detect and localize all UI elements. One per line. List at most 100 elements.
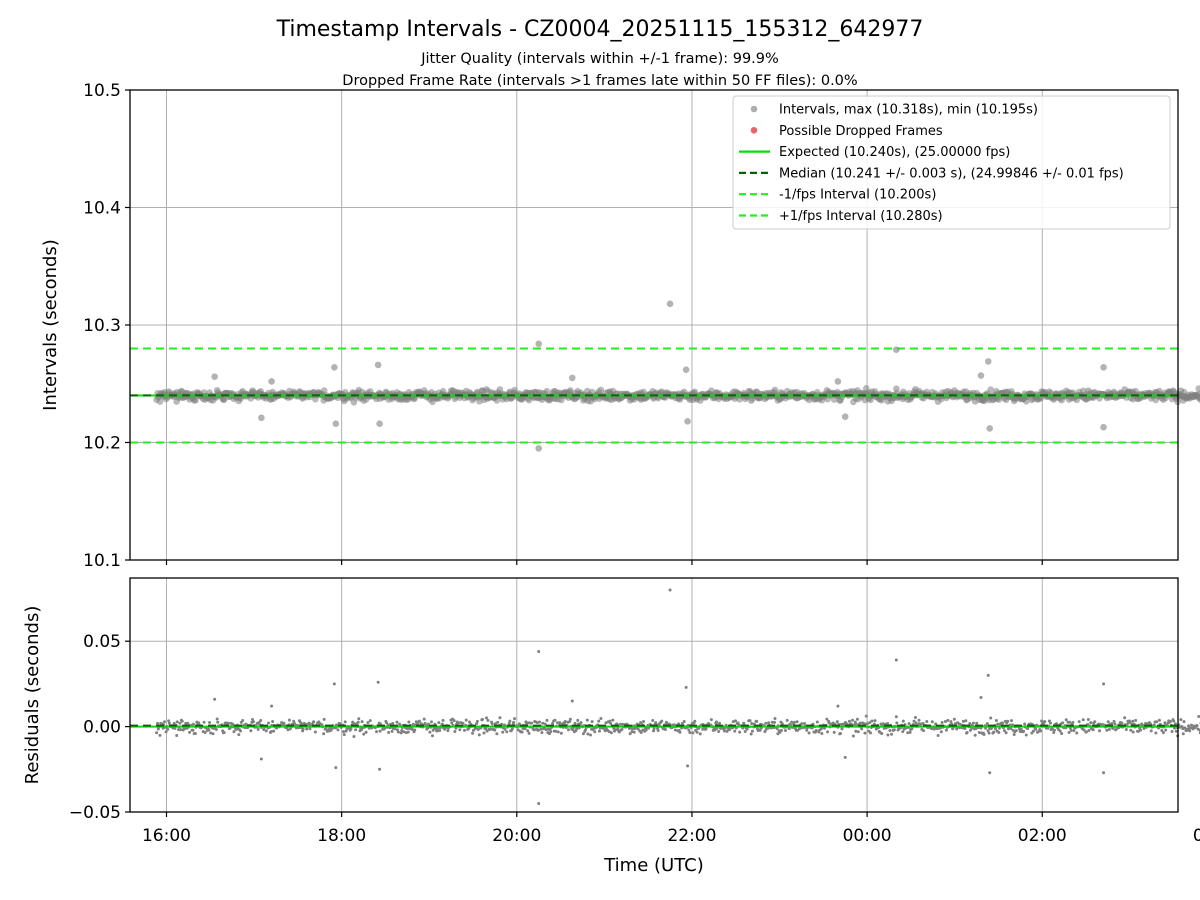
interval-outlier-point [568,374,576,382]
residual-point [523,727,527,731]
residual-point [282,721,286,725]
residual-point [709,718,713,722]
residual-point [1120,721,1124,725]
residual-point [1113,722,1117,726]
residual-point [437,721,441,725]
residual-point [508,719,512,723]
residual-point [545,718,549,722]
residual-point [1105,728,1109,732]
residual-point [597,729,601,733]
residual-point [1197,715,1200,719]
residual-point [571,728,575,732]
residual-point [764,721,768,725]
residual-point [982,732,986,736]
residual-point [854,729,858,733]
residual-point [573,721,577,725]
residual-point [475,719,479,723]
top-y-tick-label: 10.4 [83,199,121,219]
residual-point [748,719,752,723]
residual-point [922,729,926,733]
residual-point [156,721,160,725]
residual-point [868,721,872,725]
residual-outlier-point [378,767,382,771]
residual-point [231,722,235,726]
residual-point [175,720,179,724]
legend-box [732,95,1171,230]
residual-point [313,730,317,734]
interval-point [597,386,605,394]
residual-point [750,729,754,733]
residual-point [1034,727,1038,731]
residual-point [480,717,484,721]
residual-point [1195,724,1199,728]
residual-point [503,727,507,731]
residual-point [176,728,180,732]
residual-point [943,720,947,724]
residual-point [191,722,195,726]
residual-point [549,730,553,734]
residual-point [787,727,791,731]
residual-point [551,721,555,725]
residual-point [1087,728,1091,732]
residual-point [1048,721,1052,725]
residual-point [450,721,454,725]
residual-point [402,730,406,734]
residual-point [575,727,579,731]
residual-point [568,720,572,724]
residual-point [252,720,256,724]
residual-point [620,727,624,731]
residual-point [1086,718,1090,722]
residual-point [695,730,699,734]
residual-point [986,729,990,733]
residual-point [434,727,438,731]
residual-point [715,726,719,730]
interval-point [862,385,870,392]
residual-point [1111,727,1115,731]
residual-point [488,727,492,731]
residual-point [698,732,702,736]
residual-point [1012,733,1016,737]
residual-point [619,722,623,726]
residual-outlier-point [332,682,336,686]
residual-point [431,728,435,732]
top-y-tick-label: 10.2 [83,434,121,454]
residual-point [462,728,466,732]
residual-point [673,728,677,732]
residual-point [738,730,742,734]
residual-point [847,719,851,723]
interval-outlier-point [892,346,900,353]
residual-point [501,730,505,734]
residual-point [975,721,979,725]
residual-point [894,715,898,719]
residual-point [364,730,368,734]
residual-point [1081,718,1085,722]
residual-point [237,733,241,737]
residual-point [1036,730,1040,734]
residual-point [249,729,253,733]
residual-point [860,727,864,731]
residual-point [1173,722,1177,726]
residual-point [839,732,843,736]
residual-point [973,733,977,737]
residual-point [892,728,896,732]
residual-point [385,721,389,725]
residual-point [1107,727,1111,731]
interval-outlier-point [986,425,994,432]
residual-point [1123,716,1127,720]
residual-point [232,730,236,734]
residual-point [608,719,612,723]
residual-outlier-point [979,696,983,700]
residual-point [271,720,275,724]
residual-point [800,722,804,726]
residual-point [209,731,213,735]
residual-point [949,720,953,724]
residual-point [840,727,844,731]
residual-point [914,721,918,725]
residual-point [863,731,867,735]
residual-point [1023,722,1027,726]
residual-point [586,732,590,736]
residual-point [362,732,366,736]
residual-point [805,728,809,732]
residual-point [496,720,500,724]
residual-point [715,720,719,724]
